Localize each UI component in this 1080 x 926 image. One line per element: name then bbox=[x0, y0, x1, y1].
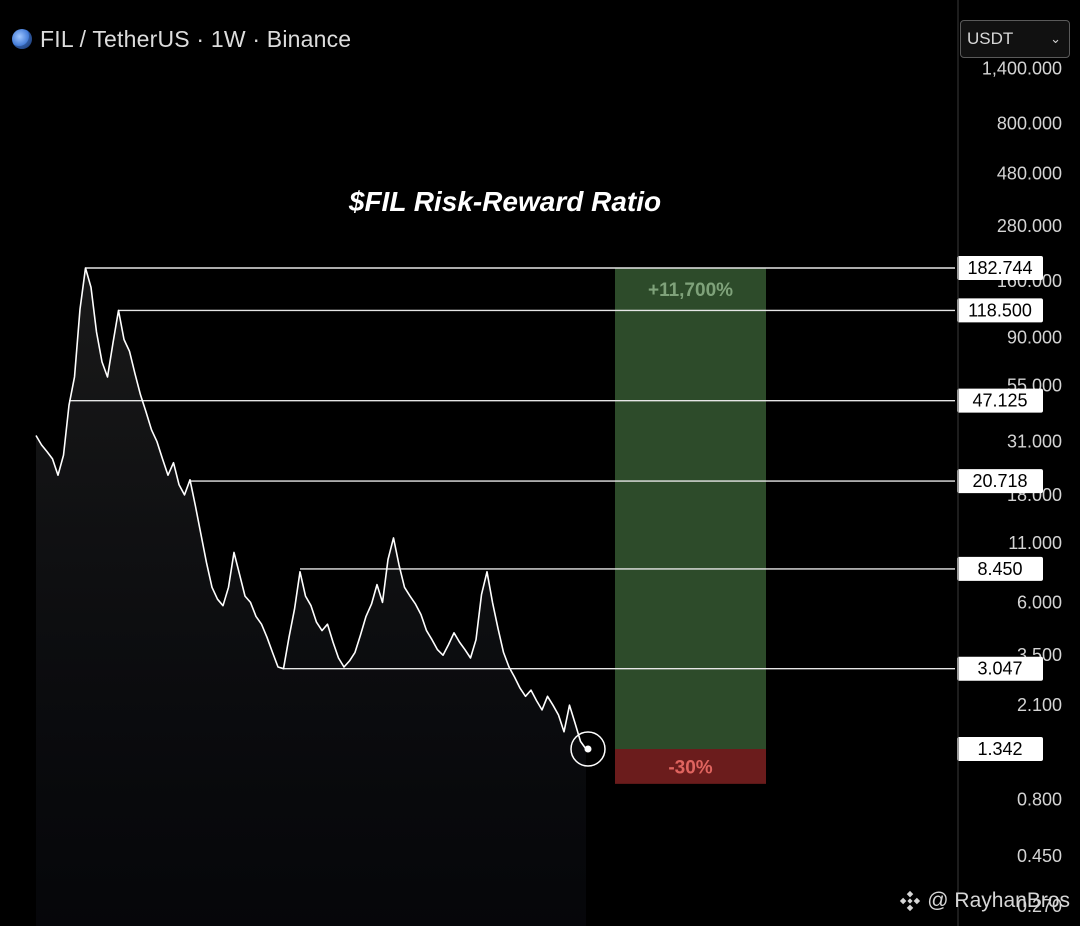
y-axis-tick-label: 1,400.000 bbox=[982, 59, 1062, 79]
binance-icon bbox=[900, 890, 921, 912]
y-axis-tick-label: 2.100 bbox=[1017, 695, 1062, 715]
symbol-header: FIL / TetherUS · 1W · Binance bbox=[12, 24, 351, 54]
reward-zone bbox=[615, 268, 766, 749]
price-level-label-box bbox=[957, 298, 1043, 323]
price-level-label-box bbox=[957, 556, 1043, 581]
currency-select-value: USDT bbox=[967, 29, 1014, 48]
price-level-label: 118.500 bbox=[968, 300, 1032, 320]
price-level-label: 182.744 bbox=[967, 258, 1032, 278]
price-level-label-box bbox=[957, 656, 1043, 681]
currency-select[interactable]: USDT ⌄ bbox=[960, 20, 1070, 58]
price-level-label-box bbox=[957, 388, 1043, 413]
watermark: @ RayhanBros bbox=[899, 886, 1070, 916]
y-axis-tick-label: 280.000 bbox=[997, 216, 1062, 236]
chart-title: $FIL Risk-Reward Ratio bbox=[348, 186, 662, 217]
y-axis-tick-label: 0.450 bbox=[1017, 846, 1062, 866]
price-level-label: 1.342 bbox=[977, 739, 1022, 759]
price-level-label-box bbox=[957, 469, 1043, 494]
risk-percent-label: -30% bbox=[668, 757, 712, 778]
y-axis-tick-label: 31.000 bbox=[1007, 432, 1062, 452]
price-level-label: 3.047 bbox=[977, 659, 1022, 679]
current-price-dot bbox=[584, 745, 592, 753]
y-axis-tick-label: 11.000 bbox=[1008, 533, 1062, 553]
price-level-label-box bbox=[957, 737, 1043, 761]
current-price-ring bbox=[570, 731, 606, 767]
price-line bbox=[35, 267, 587, 750]
price-level-label-box bbox=[957, 256, 1043, 280]
price-level-label: 47.125 bbox=[972, 391, 1027, 411]
y-axis-tick-label: 0.270 bbox=[1017, 896, 1062, 916]
y-axis-tick-label: 6.000 bbox=[1017, 592, 1062, 612]
filecoin-coin-icon bbox=[12, 29, 32, 49]
price-level-label: 20.718 bbox=[972, 471, 1027, 491]
price-area-fill bbox=[36, 268, 586, 926]
chevron-down-icon: ⌄ bbox=[1050, 31, 1061, 46]
y-axis-tick-label: 0.800 bbox=[1017, 790, 1062, 810]
symbol-title[interactable]: FIL / TetherUS · 1W · Binance bbox=[40, 25, 352, 52]
reward-percent-label: +11,700% bbox=[648, 280, 733, 301]
watermark-text: @ RayhanBros bbox=[927, 889, 1070, 912]
y-axis-tick-label: 90.000 bbox=[1007, 327, 1062, 347]
price-level-label: 8.450 bbox=[977, 559, 1022, 579]
y-axis-tick-label: 800.000 bbox=[997, 113, 1062, 133]
risk-zone bbox=[615, 749, 766, 784]
y-axis-tick-label: 480.000 bbox=[997, 163, 1062, 183]
